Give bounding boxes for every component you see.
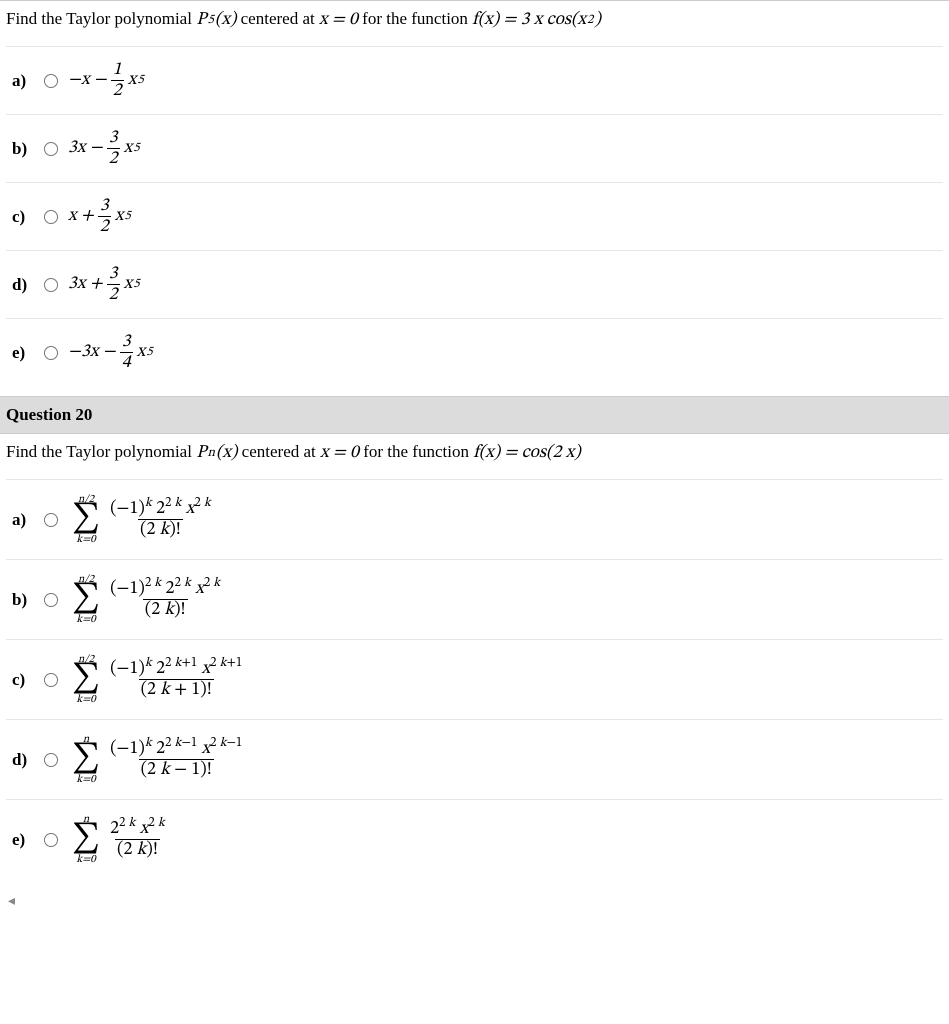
fraction: (−1)k 22 k x2 k(2 k)! <box>108 500 213 539</box>
q20-option-c[interactable]: c) n/2∑k=0 (−1)k 22 k+1 x2 k+1(2 k + 1)! <box>6 639 943 719</box>
option-math: n∑k=0 (−1)k 22 k−1 x2 k−1(2 k − 1)! <box>68 734 247 785</box>
option-math: n/2∑k=0 (−1)k 22 k x2 k(2 k)! <box>68 494 216 545</box>
fraction: 32 <box>107 129 120 168</box>
option-label: c) <box>12 670 36 690</box>
option-math: n∑k=0 22 k x2 k(2 k)! <box>68 814 170 865</box>
text: centered at <box>237 442 320 461</box>
option-label: e) <box>12 343 36 363</box>
q20-option-b[interactable]: b) n/2∑k=0 (−1)2 k 22 k x2 k(2 k)! <box>6 559 943 639</box>
math: Pn(x) <box>196 442 237 465</box>
fraction: 22 k x2 k(2 k)! <box>108 820 167 859</box>
radio-d[interactable] <box>44 278 58 292</box>
sum-icon: n/2∑k=0 <box>72 654 100 705</box>
option-label: a) <box>12 510 36 530</box>
option-label: c) <box>12 207 36 227</box>
fraction: 12 <box>111 61 124 100</box>
radio-a[interactable] <box>44 74 58 88</box>
sum-icon: n/2∑k=0 <box>72 574 100 625</box>
radio-a[interactable] <box>44 513 58 527</box>
fraction: 32 <box>98 197 111 236</box>
math: f(x) = 3 x cos(x2) <box>472 9 601 32</box>
q20-prompt: Find the Taylor polynomial Pn(x) centere… <box>6 440 943 479</box>
sum-icon: n∑k=0 <box>72 734 100 785</box>
math: x = 0 <box>320 442 359 465</box>
text: Find the Taylor polynomial <box>6 9 196 28</box>
radio-b[interactable] <box>44 142 58 156</box>
text: Find the Taylor polynomial <box>6 442 196 461</box>
option-math: n/2∑k=0 (−1)k 22 k+1 x2 k+1(2 k + 1)! <box>68 654 247 705</box>
text: for the function <box>358 9 472 28</box>
prev-arrow-icon[interactable]: ◂ <box>0 889 949 914</box>
math: P5(x) <box>196 9 236 32</box>
q20-option-d[interactable]: d) n∑k=0 (−1)k 22 k−1 x2 k−1(2 k − 1)! <box>6 719 943 799</box>
text: centered at <box>236 9 319 28</box>
option-math: x + 32 x5 <box>68 197 131 236</box>
fraction: (−1)2 k 22 k x2 k(2 k)! <box>108 580 222 619</box>
option-math: −3x − 34 x5 <box>68 333 153 372</box>
option-label: e) <box>12 830 36 850</box>
q19-prompt: Find the Taylor polynomial P5(x) centere… <box>6 7 943 46</box>
math: f(x) = cos(2 x) <box>473 442 580 465</box>
radio-e[interactable] <box>44 833 58 847</box>
option-label: d) <box>12 750 36 770</box>
q19-option-b[interactable]: b) 3x − 32 x5 <box>6 114 943 182</box>
q19-option-a[interactable]: a) −x − 12 x5 <box>6 46 943 114</box>
math: x = 0 <box>319 9 358 32</box>
q20-header: Question 20 <box>0 396 949 433</box>
option-label: b) <box>12 139 36 159</box>
q19-option-e[interactable]: e) −3x − 34 x5 <box>6 318 943 386</box>
radio-e[interactable] <box>44 346 58 360</box>
q19-option-c[interactable]: c) x + 32 x5 <box>6 182 943 250</box>
option-math: −x − 12 x5 <box>68 61 144 100</box>
fraction: (−1)k 22 k−1 x2 k−1(2 k − 1)! <box>108 740 244 779</box>
option-label: b) <box>12 590 36 610</box>
option-math: 3x + 32 x5 <box>68 265 140 304</box>
radio-d[interactable] <box>44 753 58 767</box>
text: for the function <box>359 442 473 461</box>
fraction: 34 <box>120 333 133 372</box>
radio-c[interactable] <box>44 210 58 224</box>
option-math: 3x − 32 x5 <box>68 129 140 168</box>
option-label: d) <box>12 275 36 295</box>
q20-option-a[interactable]: a) n/2∑k=0 (−1)k 22 k x2 k(2 k)! <box>6 479 943 559</box>
option-label: a) <box>12 71 36 91</box>
radio-c[interactable] <box>44 673 58 687</box>
q20-body: Find the Taylor polynomial Pn(x) centere… <box>0 433 949 889</box>
q19-option-d[interactable]: d) 3x + 32 x5 <box>6 250 943 318</box>
radio-b[interactable] <box>44 593 58 607</box>
q19-body: Find the Taylor polynomial P5(x) centere… <box>0 0 949 396</box>
fraction: (−1)k 22 k+1 x2 k+1(2 k + 1)! <box>108 660 244 699</box>
fraction: 32 <box>107 265 120 304</box>
option-math: n/2∑k=0 (−1)2 k 22 k x2 k(2 k)! <box>68 574 225 625</box>
sum-icon: n/2∑k=0 <box>72 494 100 545</box>
sum-icon: n∑k=0 <box>72 814 100 865</box>
q20-option-e[interactable]: e) n∑k=0 22 k x2 k(2 k)! <box>6 799 943 879</box>
